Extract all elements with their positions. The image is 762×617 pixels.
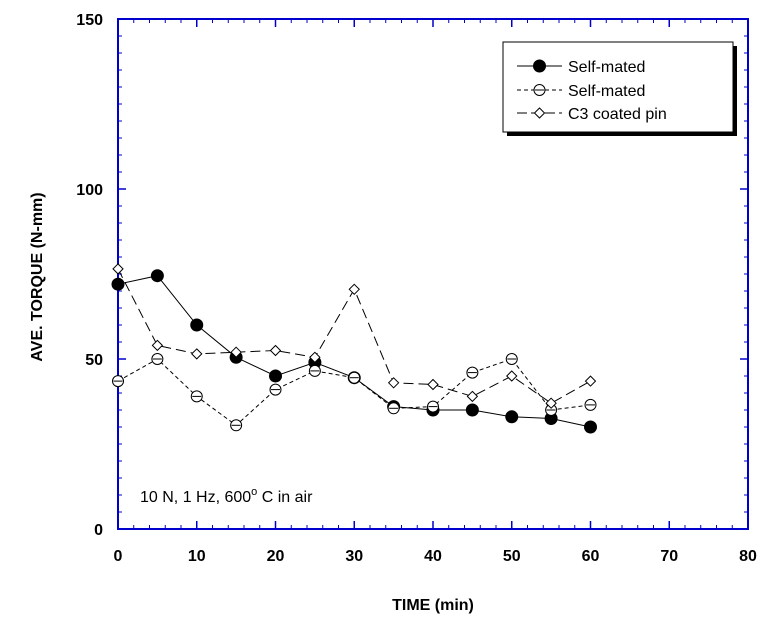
series-1-point [150,269,164,283]
annotation-superscript: o [251,486,257,498]
y-tick-label: 150 [76,12,103,29]
series-2-point [387,402,400,415]
series-2-point [190,390,203,403]
axis-ticks [117,18,749,530]
series-1-point [465,403,479,417]
y-tick-label: 100 [76,182,103,199]
series-2-point [466,366,479,379]
y-tick-label: 50 [85,352,103,369]
legend-marker-open-diamond [533,107,546,119]
x-tick-label: 80 [739,548,757,565]
legend-marker-filled-circle [533,59,546,73]
y-tick-label: 0 [94,522,103,539]
series-2-point [269,383,282,396]
series-1-point [269,369,282,383]
series-3-point [348,283,360,296]
x-tick-label: 70 [660,548,678,565]
series-1-point [584,420,597,434]
x-tick-label: 40 [424,548,442,565]
annotation-text: 10 N, 1 Hz, 600 [140,489,251,506]
series-3-point [387,377,400,389]
series-2-point [584,398,597,411]
y-axis-title: AVE. TORQUE (N-mm) [29,192,46,361]
series-3-point [151,339,164,352]
series-3-point [230,346,242,358]
series-3 [112,263,597,409]
series-1-point [505,410,519,424]
annotation-suffix: C in air [257,489,313,506]
x-tick-label: 10 [188,548,206,565]
series-2-point [112,375,124,388]
x-tick-label: 50 [503,548,521,565]
x-tick-label: 20 [267,548,285,565]
series-3-point [427,378,439,391]
series-2-point [348,371,361,384]
series-2-point [308,364,321,377]
series-3-point [466,390,479,403]
series-3-point [506,370,518,382]
series-1-point [111,277,125,291]
series-2-point [427,400,439,413]
data-series [111,263,597,434]
legend-label-series-1: Self-mated [568,59,645,76]
series-1-point [190,318,204,332]
series-3-point [112,263,124,275]
legend-label-series-2: Self-mated [568,83,645,100]
series-2-line [117,358,591,426]
series-3-point [584,375,597,387]
series-2 [112,353,597,432]
series-3-point [191,348,203,360]
series-3-point [309,351,321,364]
x-tick-label: 0 [114,548,123,565]
legend-label-series-3: C3 coated pin [568,106,667,123]
x-tick-label: 30 [345,548,363,565]
x-tick-label: 60 [582,548,600,565]
series-2-point [505,353,518,365]
legend: Self-mated Self-mated C3 coated pin [502,41,737,136]
series-1-line [117,275,591,428]
series-3-point [269,344,282,357]
x-axis-title: TIME (min) [392,597,474,614]
series-3-point [545,397,557,409]
tick-labels: 0 10 20 30 40 50 60 70 80 0 50 100 150 [76,12,757,565]
condition-annotation: 10 N, 1 Hz, 600o C in air [140,486,313,506]
series-2-point [151,353,164,365]
series-2-point [230,419,243,432]
